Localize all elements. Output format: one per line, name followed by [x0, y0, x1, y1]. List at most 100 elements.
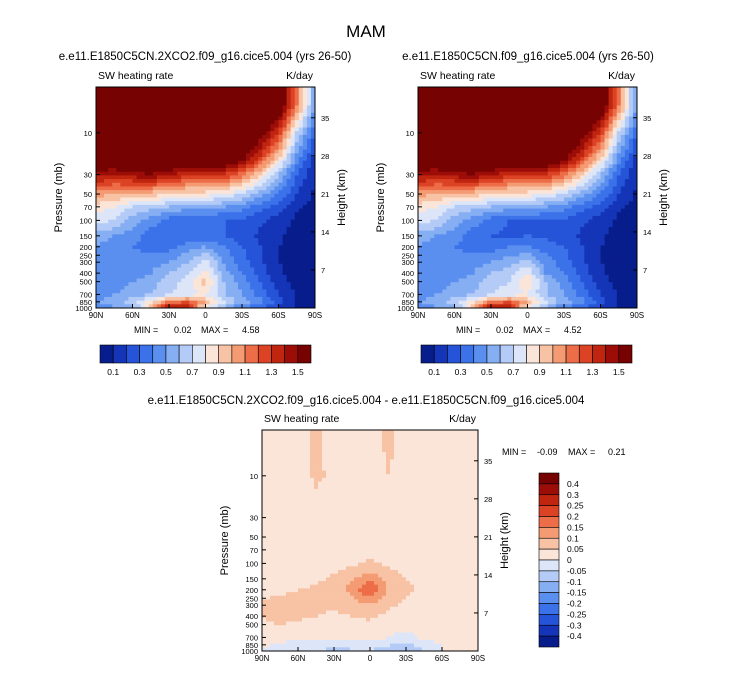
- heatmap-cell: [148, 271, 154, 276]
- heatmap-cell: [104, 164, 109, 169]
- heatmap-cell: [148, 186, 154, 191]
- heatmap-cell: [254, 138, 259, 143]
- heatmap-cell: [258, 219, 263, 224]
- heatmap-cell: [250, 296, 255, 302]
- heatmap-cell: [523, 94, 528, 99]
- heatmap-cell: [302, 245, 308, 250]
- heatmap-cell: [298, 300, 304, 305]
- heatmap-cell: [213, 190, 219, 195]
- heatmap-cell: [442, 112, 447, 117]
- heatmap-cell: [418, 145, 423, 151]
- heatmap-cell: [185, 149, 190, 154]
- heatmap-cell: [160, 289, 166, 294]
- heatmap-cell: [290, 109, 296, 114]
- heatmap-cell: [551, 149, 557, 154]
- heatmap-cell: [446, 138, 451, 143]
- heatmap-cell: [430, 179, 435, 184]
- heatmap-cell: [116, 201, 121, 206]
- heatmap-cell: [173, 94, 178, 99]
- heatmap-cell: [266, 293, 271, 298]
- heatmap-cell: [104, 109, 109, 114]
- heatmap-cell: [266, 289, 271, 294]
- heatmap-cell: [535, 112, 541, 117]
- heatmap-cell: [104, 171, 109, 176]
- heatmap-cell: [254, 156, 259, 162]
- heatmap-cell: [124, 223, 129, 228]
- heatmap-cell: [209, 123, 215, 128]
- heatmap-cell: [148, 238, 154, 243]
- heatmap-cell: [600, 127, 605, 132]
- heatmap-cell: [96, 145, 101, 151]
- heatmap-cell: [274, 215, 279, 220]
- heatmap-cell: [282, 193, 288, 198]
- heatmap-cell: [620, 160, 626, 165]
- heatmap-cell: [148, 204, 154, 209]
- heatmap-cell: [564, 98, 569, 103]
- heatmap-cell: [499, 149, 504, 154]
- heatmap-cell: [201, 123, 206, 128]
- heatmap-cell: [233, 293, 239, 298]
- heatmap-cell: [116, 267, 121, 272]
- heatmap-cell: [298, 101, 304, 106]
- heatmap-cell: [128, 241, 133, 246]
- heatmap-cell: [568, 160, 573, 165]
- heatmap-cell: [470, 134, 476, 139]
- heatmap-cell: [495, 112, 500, 117]
- heatmap-cell: [108, 156, 113, 162]
- heatmap-cells: [96, 87, 316, 309]
- x-tick-label: 60S: [271, 311, 285, 320]
- heatmap-cell: [559, 182, 565, 187]
- heatmap-cell: [140, 131, 146, 136]
- heatmap-cell: [164, 300, 170, 305]
- heatmap-cell: [422, 112, 427, 117]
- heatmap-cell: [543, 116, 549, 121]
- heatmap-cell: [282, 142, 288, 147]
- heatmap-cell: [185, 182, 190, 187]
- heatmap-cell: [270, 300, 275, 305]
- heatmap-cell: [274, 98, 279, 103]
- heatmap-cell: [306, 186, 312, 191]
- heatmap-cell: [96, 304, 101, 309]
- heatmap-cell: [96, 201, 101, 206]
- heatmap-cell: [100, 160, 105, 165]
- heatmap-cell: [205, 274, 210, 279]
- heatmap-cell: [173, 204, 178, 209]
- heatmap-cell: [197, 201, 202, 206]
- heatmap-cell: [254, 285, 259, 290]
- heatmap-cell: [499, 168, 504, 173]
- heatmap-cell: [104, 263, 109, 268]
- heatmap-cell: [294, 293, 300, 298]
- heatmap-cell: [462, 164, 468, 169]
- heatmap-cell: [612, 145, 618, 151]
- heatmap-cell: [302, 271, 308, 276]
- heatmap-cell: [290, 94, 296, 99]
- heatmap-cell: [555, 120, 561, 125]
- heatmap-cell: [507, 87, 512, 92]
- heatmap-cell: [152, 215, 158, 220]
- heatmap-cell: [169, 197, 174, 202]
- heatmap-cell: [612, 138, 618, 143]
- heatmap-cell: [274, 149, 279, 154]
- heatmap-cell: [507, 160, 512, 165]
- heatmap-cell: [225, 300, 231, 305]
- heatmap-cell: [282, 145, 288, 151]
- heatmap-cell: [588, 186, 593, 191]
- heatmap-cell: [181, 98, 186, 103]
- heatmap-cell: [120, 245, 125, 250]
- heatmap-cell: [160, 204, 166, 209]
- heatmap-cell: [185, 116, 190, 121]
- heatmap-cell: [233, 138, 239, 143]
- heatmap-cell: [282, 164, 288, 169]
- heatmap-cell: [128, 208, 133, 213]
- heatmap-cell: [628, 197, 634, 202]
- heatmap-cell: [266, 134, 271, 139]
- heatmap-cell: [229, 223, 235, 228]
- heatmap-cell: [209, 201, 215, 206]
- heatmap-cell: [112, 197, 117, 202]
- heatmap-cell: [519, 112, 524, 117]
- heatmap-cell: [160, 98, 166, 103]
- heatmap-cell: [491, 182, 496, 187]
- heatmap-cell: [422, 123, 427, 128]
- heatmap-cell: [108, 197, 113, 202]
- heatmap-cell: [628, 153, 634, 158]
